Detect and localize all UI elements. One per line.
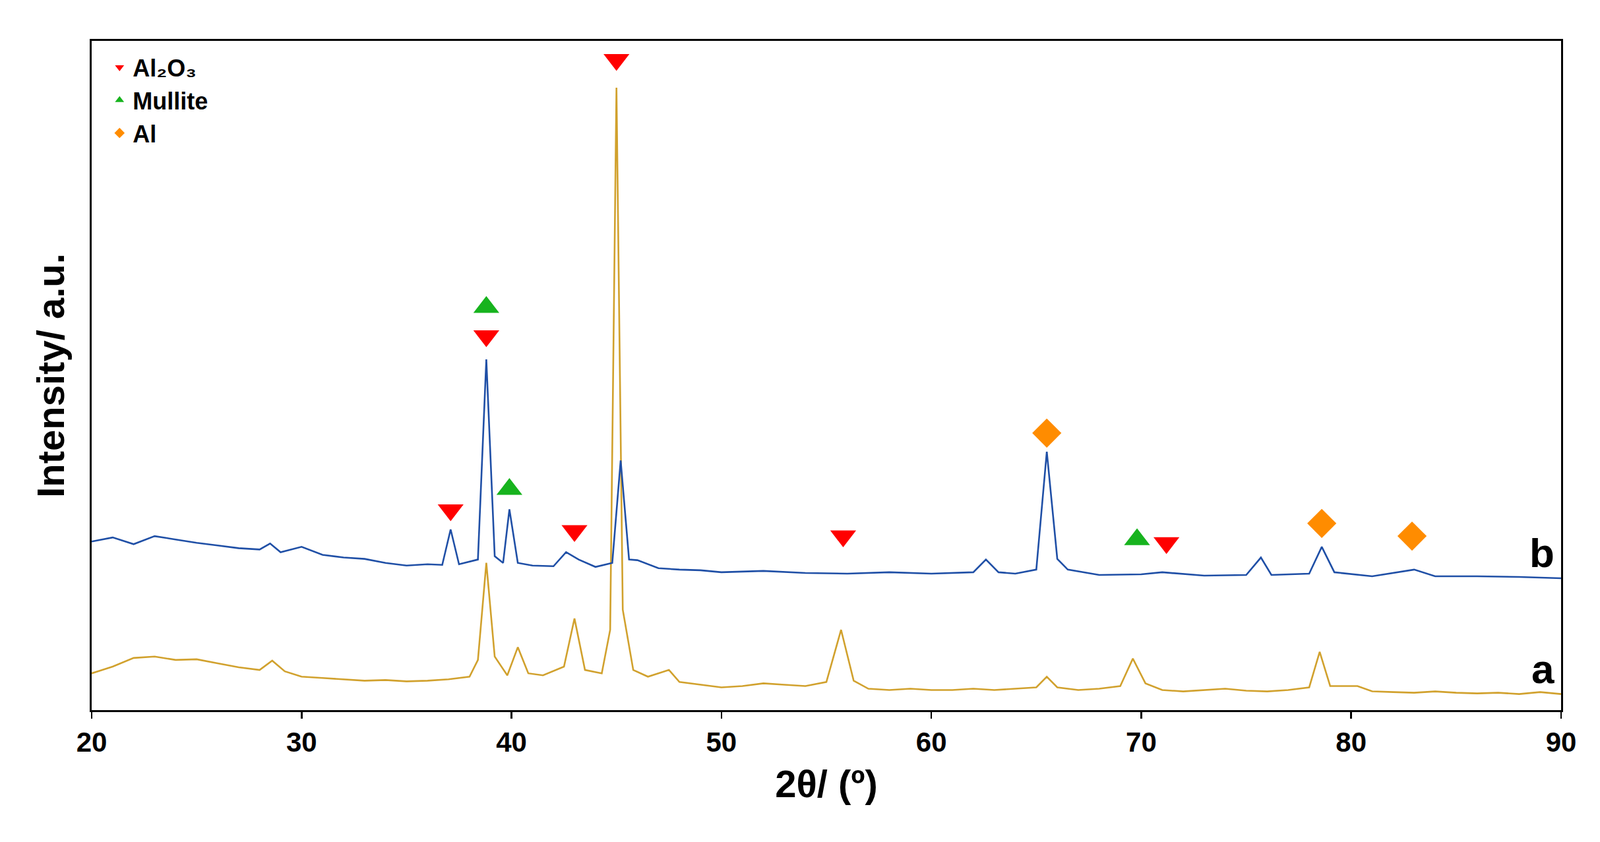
svg-text:Al: Al — [132, 120, 157, 148]
svg-text:70: 70 — [1125, 726, 1157, 758]
svg-text:30: 30 — [286, 726, 318, 758]
svg-text:a: a — [1531, 646, 1555, 692]
svg-text:40: 40 — [495, 726, 527, 758]
svg-text:Intensity/ a.u.: Intensity/ a.u. — [29, 253, 72, 498]
svg-text:80: 80 — [1335, 726, 1367, 758]
svg-text:50: 50 — [706, 726, 738, 758]
svg-text:Al₂O₃: Al₂O₃ — [132, 54, 197, 82]
svg-text:60: 60 — [916, 726, 948, 758]
svg-text:90: 90 — [1545, 726, 1577, 758]
svg-text:20: 20 — [76, 726, 108, 758]
svg-text:2θ/ (º): 2θ/ (º) — [774, 762, 878, 806]
svg-text:Mullite: Mullite — [132, 87, 208, 115]
svg-text:b: b — [1529, 530, 1555, 576]
